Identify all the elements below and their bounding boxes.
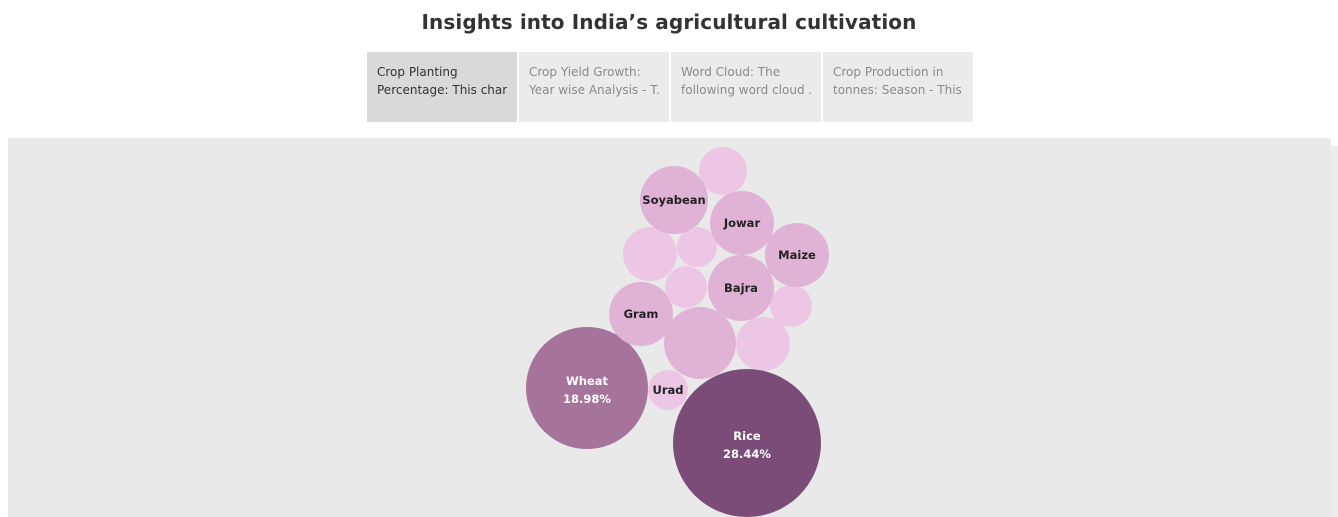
tab-label-line1: Crop Planting: [377, 65, 458, 79]
bubble-label-maize: Maize: [778, 248, 816, 262]
bubble-percent-wheat: 18.98%: [563, 392, 611, 406]
tab-label-line1: Crop Production in: [833, 65, 944, 79]
tab-word-cloud[interactable]: Word Cloud: The following word cloud ..: [671, 52, 821, 122]
bubble-bajra[interactable]: [708, 255, 774, 321]
bubble-unlabeled[interactable]: [665, 266, 707, 308]
bubble-unlabeled[interactable]: [623, 227, 677, 281]
bubble-percent-rice: 28.44%: [723, 447, 771, 461]
tab-crop-yield-growth[interactable]: Crop Yield Growth: Year wise Analysis - …: [519, 52, 669, 122]
bubble-urad[interactable]: [648, 370, 688, 410]
bubble-label-bajra: Bajra: [724, 281, 758, 295]
bubble-label-gram: Gram: [624, 307, 659, 321]
bubble-jowar[interactable]: [710, 191, 774, 255]
bubble-unlabeled[interactable]: [770, 285, 812, 327]
bubble-rice[interactable]: [673, 369, 821, 517]
bubble-chart: Rice 28.44% Wheat 18.98% Soyabean Jowar Maize B…: [526, 147, 829, 517]
bubble-label-jowar: Jowar: [723, 216, 761, 230]
tab-label-line1: Crop Yield Growth:: [529, 65, 641, 79]
tab-label-line2: Year wise Analysis - T..: [529, 83, 659, 97]
bubble-unlabeled[interactable]: [664, 307, 736, 379]
tab-label-line2: Percentage: This char..: [377, 83, 507, 97]
bubble-label-urad: Urad: [652, 383, 683, 397]
tab-label-line2: tonnes: Season - This ..: [833, 83, 963, 97]
chart-canvas: Rice 28.44% Wheat 18.98% Soyabean Jowar Maize B…: [8, 138, 1331, 517]
bubble-maize[interactable]: [765, 223, 829, 287]
bubble-gram[interactable]: [609, 282, 673, 346]
bubble-wheat[interactable]: [526, 327, 648, 449]
tab-crop-planting-percentage[interactable]: Crop Planting Percentage: This char..: [367, 52, 517, 122]
bubble-unlabeled[interactable]: [736, 317, 790, 371]
bubble-label-soyabean: Soyabean: [642, 193, 705, 207]
bubble-label-rice: Rice: [733, 429, 761, 443]
bubble-unlabeled[interactable]: [699, 147, 747, 195]
tab-label-line2: following word cloud ..: [681, 83, 811, 97]
bubble-label-wheat: Wheat: [566, 374, 608, 388]
bubble-unlabeled[interactable]: [677, 227, 717, 267]
tab-crop-production-season[interactable]: Crop Production in tonnes: Season - This…: [823, 52, 973, 122]
tab-label-line1: Word Cloud: The: [681, 65, 781, 79]
bubble-soyabean[interactable]: [640, 166, 708, 234]
story-tabs: Crop Planting Percentage: This char.. Cr…: [367, 52, 973, 122]
page-title: Insights into India’s agricultural culti…: [421, 10, 917, 34]
